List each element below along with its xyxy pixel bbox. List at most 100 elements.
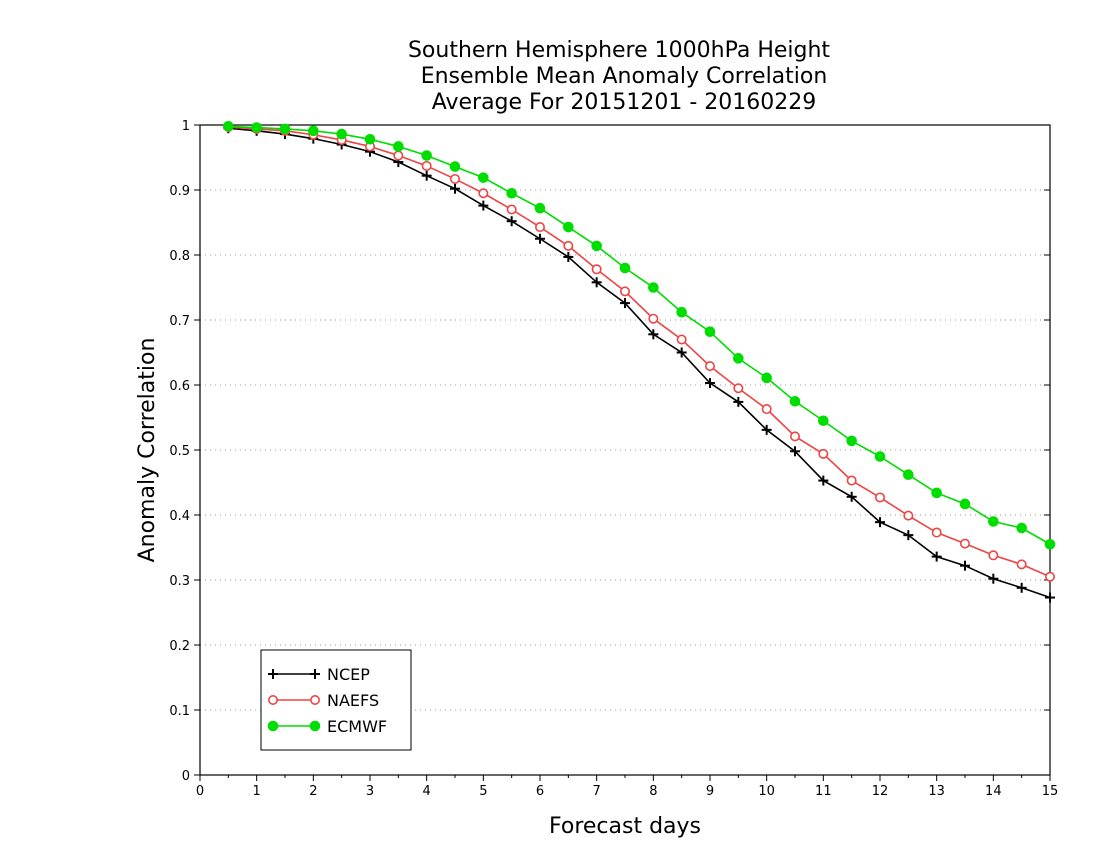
legend-marker-right [309,720,321,732]
data-point [1045,592,1055,603]
series-line-ecmwf [228,125,1051,545]
series-ncep [223,123,1055,603]
legend: NCEP NAEFS ECMWF [260,649,412,751]
data-point [676,306,687,318]
data-point [846,491,857,502]
y-tick-label: 0.1 [169,704,190,719]
data-point [959,498,971,510]
data-point [1016,582,1027,593]
x-tick-label: 12 [872,784,889,799]
x-tick-label: 3 [366,784,374,799]
data-point [818,475,829,486]
x-tick-label: 4 [423,784,431,799]
x-tick-label: 6 [536,784,544,799]
data-point [761,424,772,435]
y-axis-title: Anomaly Correlation [135,338,160,563]
data-point [421,150,432,161]
data-point [733,396,744,407]
data-point [393,141,404,152]
x-tick-label: 1 [253,784,261,799]
y-tick-label: 0 [182,769,190,784]
data-point [619,262,631,274]
x-tick-label: 15 [1042,784,1059,799]
data-point [1045,571,1056,582]
data-point [733,353,744,364]
data-point [789,395,801,407]
data-point [393,150,404,161]
data-point [449,173,460,184]
data-point [421,160,432,171]
chart-title-line-3: Average For 20151201 - 20160229 [432,90,817,115]
data-point [789,431,800,442]
data-point [534,222,545,233]
data-point [903,530,914,541]
data-point [535,233,545,244]
data-point [563,240,574,251]
data-point [903,510,914,521]
x-axis-title: Forecast days [549,814,701,839]
data-point [421,170,432,181]
legend-label: ECMWF [327,717,387,736]
data-point [959,538,970,549]
data-point [846,475,857,486]
legend-item-naefs: NAEFS [267,691,379,710]
data-point [818,415,829,427]
y-tick-label: 0.6 [169,379,190,394]
chart-title: Southern Hemisphere 1000hPa Height Ensem… [408,38,830,115]
data-point [506,216,517,227]
data-point [733,383,744,394]
data-point [478,172,489,183]
y-tick-label: 0.9 [169,184,190,199]
x-tick-label: 14 [985,784,1002,799]
legend-marker-left [267,720,279,732]
data-point [450,183,460,194]
data-point [648,313,659,324]
data-point [591,240,602,252]
data-point [704,326,716,338]
data-point [790,446,800,457]
data-point [478,188,489,199]
data-point [506,187,517,199]
data-point [761,372,772,384]
data-point [223,121,234,132]
data-point [591,264,602,275]
data-point [1016,559,1027,570]
x-tick-label: 2 [309,784,317,799]
data-point [620,298,630,309]
data-point [676,334,687,345]
y-tick-label: 0.8 [169,249,190,264]
legend-marker-left [267,694,278,705]
data-point [478,200,489,211]
x-axis-ticks: 0 1 2 3 4 5 6 7 8 9 10 11 12 13 14 15 [196,775,1058,799]
y-tick-label: 0.2 [169,639,190,654]
data-point [761,404,772,415]
data-point [988,573,999,584]
data-point [931,487,942,499]
data-point [648,329,659,340]
legend-marker-left [268,669,278,679]
y-tick-label: 0.3 [169,574,190,589]
data-point [336,128,347,140]
data-point [818,448,829,459]
x-tick-label: 7 [593,784,601,799]
data-point [563,251,574,262]
data-point [251,122,262,133]
legend-label: NAEFS [327,691,379,710]
chart-title-line-1: Southern Hemisphere 1000hPa Height [408,38,830,63]
data-point [875,517,885,528]
series-line-ncep [228,127,1051,599]
legend-item-ncep: NCEP [268,665,370,684]
data-point [704,361,715,372]
data-point [988,516,999,527]
data-point [364,134,376,145]
data-point [534,202,546,214]
x-tick-label: 11 [815,784,832,799]
x-tick-label: 5 [479,784,487,799]
data-point [563,221,574,233]
y-tick-label: 1 [182,119,190,134]
data-point [960,560,970,571]
y-tick-label: 0.5 [169,444,190,459]
y-gridlines [200,189,1050,711]
